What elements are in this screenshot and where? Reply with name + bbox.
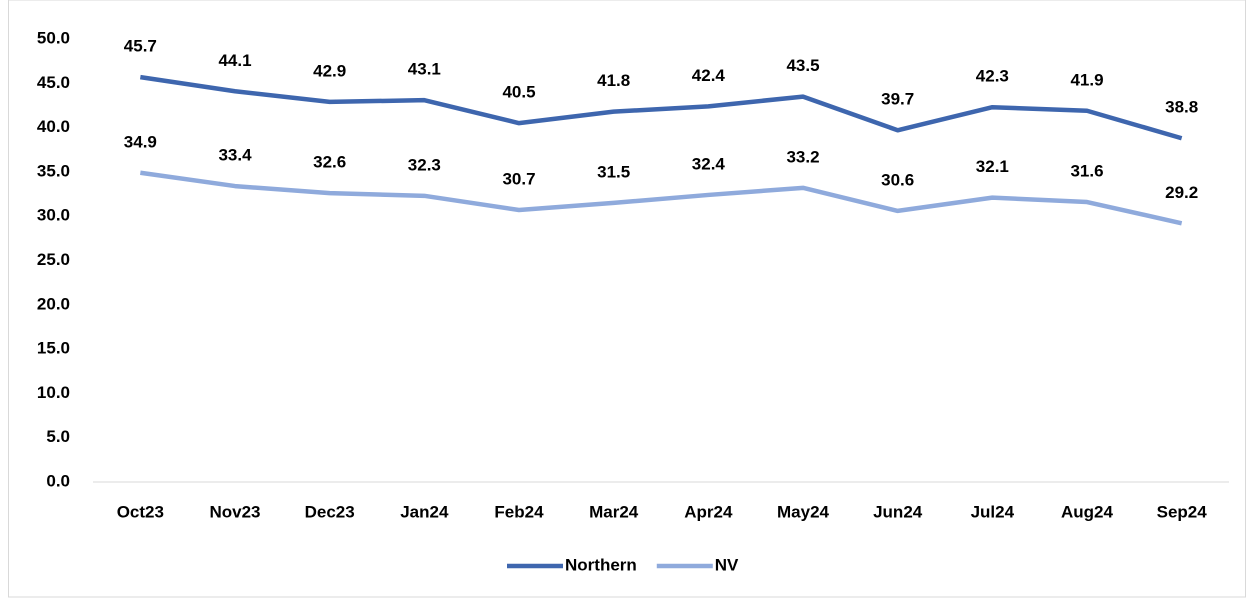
data-label: 42.3 (976, 67, 1009, 86)
y-tick-label: 45.0 (37, 73, 70, 92)
data-label: 30.7 (502, 169, 535, 188)
y-tick-label: 10.0 (37, 383, 70, 402)
data-label: 29.2 (1165, 183, 1198, 202)
y-tick-label: 5.0 (46, 427, 70, 446)
y-tick-label: 25.0 (37, 250, 70, 269)
x-tick-label: Feb24 (494, 502, 544, 521)
data-label: 32.6 (313, 153, 346, 172)
y-tick-label: 0.0 (46, 471, 70, 490)
data-label: 33.2 (786, 147, 819, 166)
x-tick-label: Jul24 (971, 502, 1015, 521)
data-label: 42.4 (692, 66, 726, 85)
data-label: 42.9 (313, 61, 346, 80)
legend-label: NV (715, 555, 739, 574)
data-label: 32.1 (976, 157, 1009, 176)
x-tick-label: Dec23 (305, 502, 355, 521)
data-label: 45.7 (124, 37, 157, 56)
y-tick-label: 15.0 (37, 339, 70, 358)
x-tick-label: Jan24 (400, 502, 449, 521)
data-label: 31.6 (1070, 162, 1103, 181)
data-label: 33.4 (218, 146, 252, 165)
line-series (139, 74, 1183, 141)
data-label: 41.8 (597, 71, 630, 90)
data-label: 44.1 (218, 51, 251, 70)
x-tick-label: May24 (777, 502, 830, 521)
y-tick-label: 20.0 (37, 294, 70, 313)
x-tick-label: Apr24 (684, 502, 733, 521)
data-label: 41.9 (1070, 70, 1103, 89)
y-tick-label: 40.0 (37, 117, 70, 136)
data-label: 32.4 (692, 154, 726, 173)
x-tick-label: Nov23 (209, 502, 260, 521)
data-label: 30.6 (881, 170, 914, 189)
data-label: 31.5 (597, 162, 630, 181)
y-tick-label: 50.0 (37, 28, 70, 47)
x-tick-label: Oct23 (117, 502, 164, 521)
data-label: 32.3 (408, 155, 441, 174)
data-label: 40.5 (502, 83, 535, 102)
data-label: 43.1 (408, 60, 441, 79)
line-series (140, 170, 1183, 226)
y-tick-label: 35.0 (37, 161, 70, 180)
data-label: 39.7 (881, 90, 914, 109)
data-label: 34.9 (124, 132, 157, 151)
x-tick-label: Sep24 (1157, 502, 1208, 521)
data-label: 43.5 (786, 56, 819, 75)
x-tick-label: Jun24 (873, 502, 923, 521)
legend-label: Northern (565, 555, 637, 574)
x-tick-label: Aug24 (1061, 502, 1114, 521)
x-tick-label: Mar24 (589, 502, 639, 521)
y-tick-label: 30.0 (37, 206, 70, 225)
data-label: 38.8 (1165, 98, 1198, 117)
